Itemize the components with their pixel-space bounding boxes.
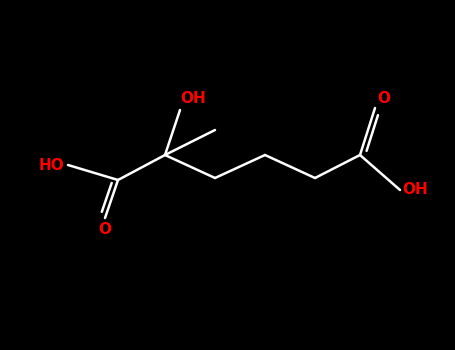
Text: HO: HO [38, 158, 64, 173]
Text: O: O [98, 222, 111, 237]
Text: OH: OH [180, 91, 206, 106]
Text: O: O [377, 91, 390, 106]
Text: OH: OH [402, 182, 428, 197]
